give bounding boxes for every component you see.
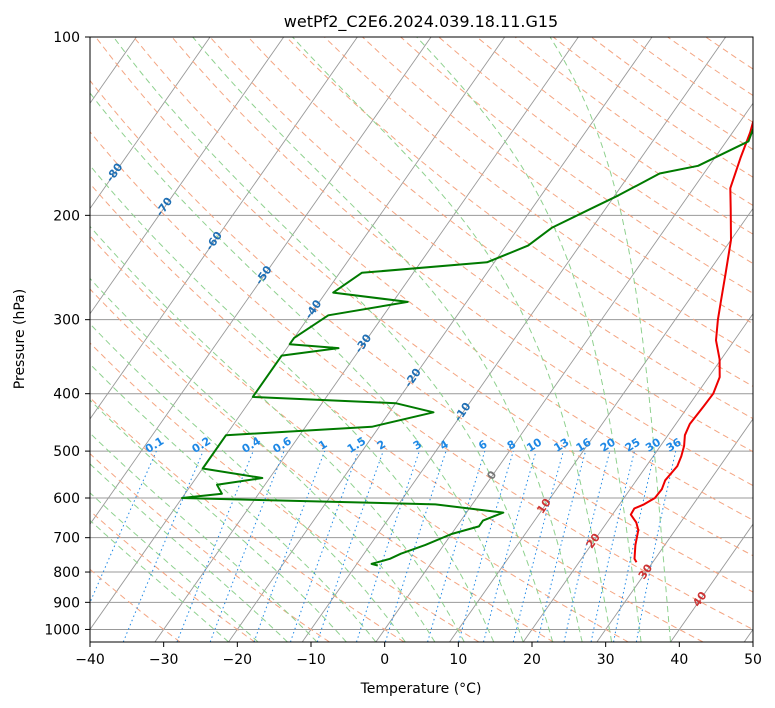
moist-adiabat-line	[90, 463, 288, 642]
plot-background	[90, 37, 753, 642]
isotherm-line	[449, 207, 753, 642]
moist-adiabat-line	[90, 92, 524, 642]
isotherm-line	[90, 37, 358, 420]
dry-adiabat-line	[209, 37, 753, 453]
profile-lines	[181, 118, 753, 567]
moist-adiabat-line	[90, 323, 406, 642]
x-tick-label: 40	[670, 652, 688, 668]
mixing-ratio-line	[209, 450, 285, 642]
dry-adiabat-line	[90, 453, 330, 642]
x-tick-label: 20	[523, 652, 541, 668]
moist-adiabat-line	[549, 37, 671, 642]
isotherm-line	[228, 37, 653, 642]
moist-adiabat-line	[416, 37, 642, 642]
dry-adiabat-line	[90, 397, 405, 642]
moist-adiabat-line	[90, 432, 318, 642]
moist-adiabat-line	[90, 164, 495, 642]
x-tick-label: 10	[449, 652, 467, 668]
y-axis-label: Pressure (hPa)	[12, 289, 28, 389]
temperature-profile-line	[629, 118, 753, 563]
dry-adiabat-line	[285, 37, 753, 387]
y-tick-label: 700	[53, 531, 80, 547]
x-tick-label: −10	[296, 652, 326, 668]
moist-adiabat-line	[292, 37, 613, 642]
moist-adiabat-line	[90, 277, 436, 642]
dewpoint-profile-line	[181, 126, 753, 567]
moist-adiabat-line	[90, 519, 229, 642]
x-tick-label: 50	[744, 652, 762, 668]
dry-adiabat-line	[247, 37, 753, 420]
y-tick-label: 300	[53, 313, 80, 329]
mixing-ratio-line	[176, 450, 254, 642]
moist-adiabat-line	[90, 492, 259, 642]
y-tick-label: 900	[53, 595, 80, 611]
dry-adiabat-line	[90, 510, 256, 642]
isotherm-line	[670, 523, 753, 642]
mixing-ratio-line	[613, 450, 656, 642]
x-tick-label: −30	[149, 652, 179, 668]
x-tick-label: −20	[223, 652, 253, 668]
isotherm-line	[90, 37, 211, 210]
isotherm-line	[90, 37, 285, 315]
x-tick-label: 30	[597, 652, 615, 668]
mixing-ratio-line	[458, 450, 514, 642]
mixing-ratio-line	[635, 450, 677, 642]
dry-adiabat-line	[133, 37, 753, 521]
y-tick-label: 600	[53, 491, 80, 507]
x-axis-label: Temperature (°C)	[360, 681, 482, 697]
y-tick-label: 800	[53, 565, 80, 581]
moist-adiabat-line	[90, 399, 347, 642]
moist-adiabat-line	[192, 37, 583, 642]
dry-adiabat-line	[95, 37, 753, 557]
dry-adiabat-line	[90, 288, 554, 642]
chart-title: wetPf2_C2E6.2024.039.18.11.G15	[284, 12, 558, 32]
mixing-ratio-line	[316, 450, 384, 642]
background-lines	[0, 37, 753, 642]
mixing-ratio-line	[356, 450, 420, 642]
isotherm-line	[0, 37, 63, 642]
x-tick-label: 0	[380, 652, 389, 668]
mixing-ratio-line	[427, 450, 486, 642]
isotherm-line	[301, 37, 727, 642]
dry-adiabat-line	[90, 79, 753, 593]
isotherm-line	[522, 312, 753, 642]
moist-adiabat-line	[113, 37, 554, 642]
isotherm-line	[375, 102, 753, 642]
dry-adiabat-line	[90, 131, 753, 630]
plot-frame	[89, 36, 754, 643]
x-tick-label: −40	[75, 652, 105, 668]
dry-adiabat-line	[90, 235, 629, 642]
axes: −40 −30 −20 −10 0 10 20 30 40 50 1000 900 800 700 600 5…	[44, 30, 762, 668]
dry-adiabat-line	[90, 182, 704, 642]
y-tick-label: 200	[53, 208, 80, 224]
moist-adiabat-line	[90, 363, 377, 642]
moist-adiabat-line	[90, 225, 465, 642]
isotherm-line	[154, 37, 579, 642]
isotherm-line	[90, 37, 432, 525]
mixing-ratio-line	[384, 450, 447, 642]
dry-adiabat-line	[400, 37, 753, 294]
y-tick-label: 1000	[44, 622, 80, 638]
dry-adiabat-line	[90, 342, 480, 642]
isotherm-line	[596, 418, 753, 642]
y-tick-label: 500	[53, 444, 80, 460]
y-tick-label: 100	[53, 30, 80, 46]
y-tick-label: 400	[53, 387, 80, 403]
